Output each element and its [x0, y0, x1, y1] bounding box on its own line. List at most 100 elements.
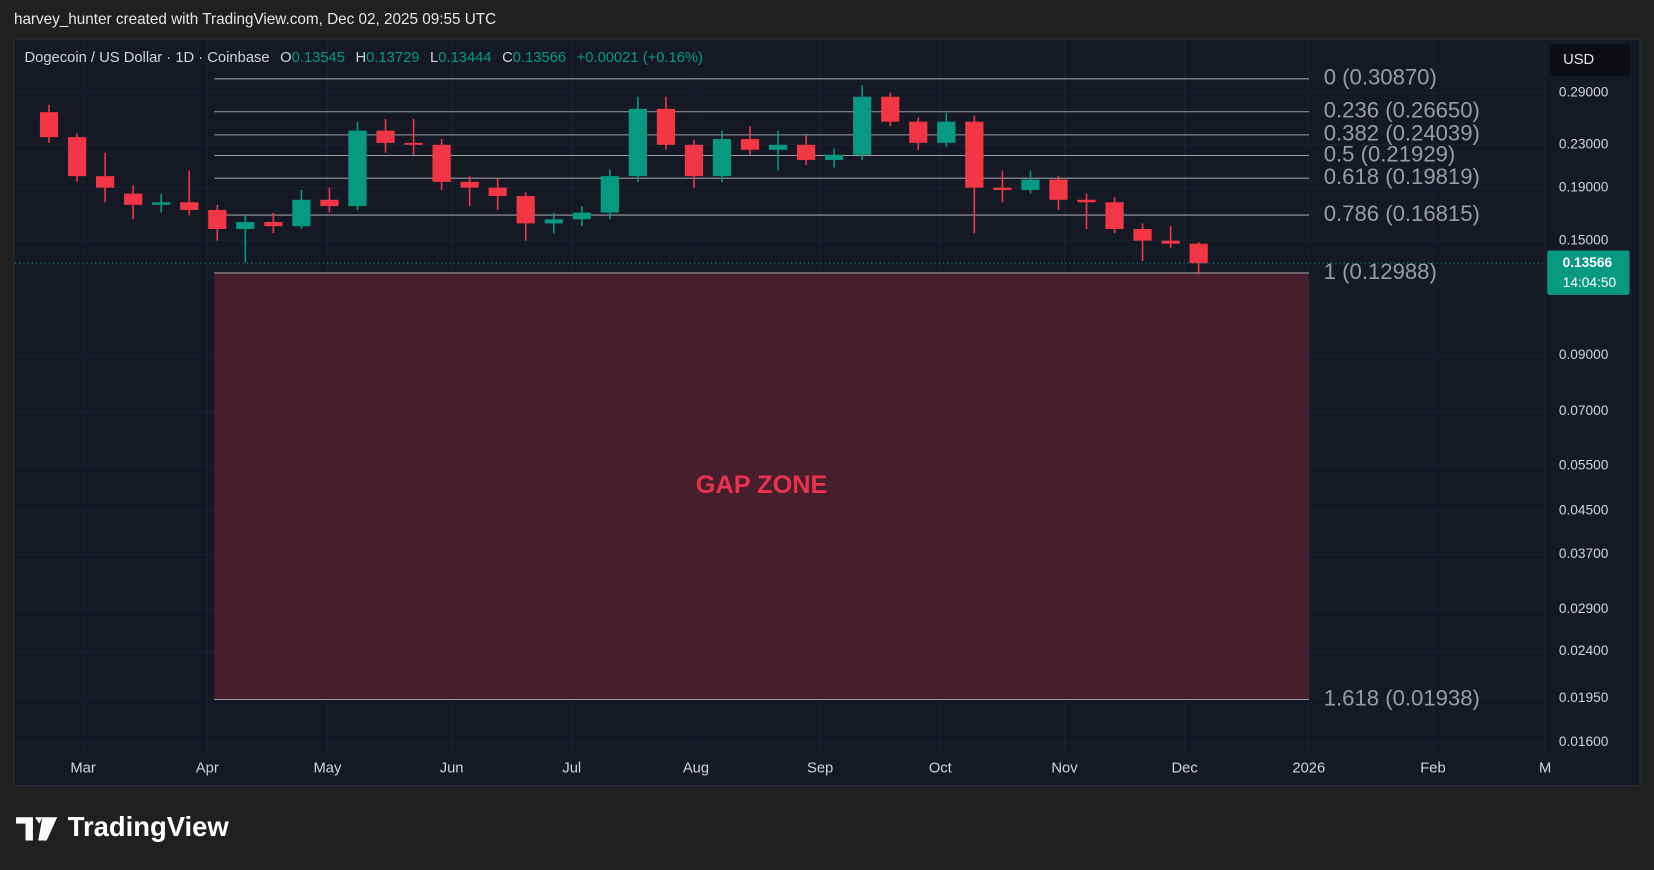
candle-body — [1077, 199, 1096, 203]
x-tick-label: Jul — [562, 761, 581, 777]
candle-body — [544, 219, 563, 224]
candle-body — [768, 144, 788, 150]
candle-body — [208, 209, 227, 230]
x-tick-label: May — [314, 761, 342, 777]
fib-label: 0.786 (0.16815) — [1324, 201, 1480, 226]
x-tick-label: Nov — [1051, 761, 1078, 777]
y-tick-label: 0.04500 — [1559, 502, 1609, 517]
candle-body — [292, 199, 311, 227]
candle-body — [656, 108, 676, 145]
ohlc-key: L — [430, 50, 438, 66]
x-tick-label: Dec — [1172, 761, 1198, 777]
candle-body — [460, 181, 479, 188]
gap-zone — [214, 272, 1309, 700]
candle-body — [628, 108, 647, 177]
change: +0.00021 (+0.16%) — [577, 50, 703, 66]
countdown: 14:04:50 — [1563, 275, 1617, 290]
candle-body — [572, 212, 591, 220]
ohlc-key: C — [502, 50, 513, 66]
attribution: harvey_hunter created with TradingView.c… — [14, 11, 496, 28]
candle-body — [152, 202, 171, 205]
symbol-legend: Dogecoin / US Dollar · 1D · Coinbase O0.1… — [24, 50, 702, 66]
candle-body — [965, 121, 984, 188]
y-tick-label: 0.29000 — [1559, 84, 1609, 99]
candle-body — [1105, 202, 1124, 230]
price-tag-label: 0.13566 — [1563, 255, 1613, 270]
ohlc-value: 0.13566 — [513, 50, 566, 66]
fib-label: 0.382 (0.24039) — [1324, 121, 1480, 146]
price-tag — [1547, 250, 1630, 295]
candle-body — [404, 142, 423, 145]
y-tick-label: 0.05500 — [1559, 457, 1609, 472]
candle-body — [796, 144, 816, 160]
ohlc-value: 0.13545 — [292, 50, 345, 66]
candle-body — [488, 187, 507, 197]
y-tick-label: 0.15000 — [1559, 232, 1609, 247]
candle-body — [320, 199, 339, 207]
y-tick-label: 0.01600 — [1559, 734, 1609, 749]
candle-body — [1161, 240, 1180, 244]
candle-body — [1049, 179, 1068, 200]
candle-body — [236, 222, 255, 230]
y-tick-label: 0.02900 — [1559, 601, 1609, 616]
candle-body — [67, 137, 87, 177]
candle-body — [264, 222, 283, 227]
x-tick-label: Jun — [440, 761, 464, 777]
fib-label: 0.618 (0.19819) — [1324, 164, 1480, 189]
zone-label: GAP ZONE — [696, 471, 828, 499]
candle-body — [712, 139, 732, 177]
x-tick-label: Aug — [683, 761, 709, 777]
x-tick-label: 2026 — [1292, 761, 1325, 777]
x-tick-label: Mar — [70, 761, 95, 777]
x-tick-label: Apr — [196, 761, 219, 777]
candle-body — [740, 139, 760, 150]
currency: USD — [1563, 52, 1594, 68]
candle-body — [909, 121, 928, 143]
candle-body — [853, 96, 872, 155]
candle-body — [39, 112, 59, 138]
fib-label: 0.5 (0.21929) — [1324, 141, 1456, 166]
x-tick-label: Feb — [1420, 761, 1445, 777]
symbol: Dogecoin / US Dollar · 1D · Coinbase — [24, 50, 269, 66]
x-tick-label: M — [1539, 761, 1551, 777]
logo-icon — [16, 817, 58, 841]
candle-body — [432, 144, 451, 182]
candle-body — [1133, 229, 1152, 241]
fib-label: 0 (0.30870) — [1324, 65, 1437, 90]
y-tick-label: 0.03700 — [1559, 546, 1609, 561]
candle-body — [684, 144, 704, 177]
ohlc-key: H — [356, 50, 367, 66]
fib-label: 0.236 (0.26650) — [1324, 98, 1480, 123]
ohlc-key: O — [280, 50, 291, 66]
candle-body — [376, 130, 395, 143]
candle-body — [993, 187, 1012, 191]
candle-body — [516, 196, 535, 224]
x-tick-label: Sep — [807, 761, 833, 777]
y-tick-label: 0.09000 — [1559, 347, 1609, 362]
y-tick-label: 0.01950 — [1559, 690, 1609, 705]
candle-body — [881, 96, 900, 122]
y-tick-label: 0.23000 — [1559, 136, 1609, 151]
candle-body — [96, 176, 115, 188]
y-tick-label: 0.19000 — [1559, 179, 1609, 194]
ohlc-value: 0.13444 — [438, 50, 491, 66]
logo: TradingView — [16, 811, 229, 842]
currency-button[interactable] — [1550, 44, 1631, 76]
candle-body — [825, 154, 844, 160]
candle-body — [600, 176, 619, 213]
candle-body — [937, 121, 956, 143]
candle-body — [348, 130, 367, 207]
y-tick-label: 0.07000 — [1559, 403, 1609, 418]
y-tick-label: 0.02400 — [1559, 643, 1609, 658]
fib-label: 1 (0.12988) — [1324, 259, 1437, 284]
candle-body — [180, 202, 199, 210]
candle-body — [124, 193, 143, 205]
candle-body — [1021, 179, 1040, 191]
fib-label: 1.618 (0.01938) — [1324, 685, 1480, 710]
ohlc-value: 0.13729 — [366, 50, 419, 66]
x-tick-label: Oct — [929, 761, 952, 777]
candle-body — [1189, 243, 1208, 264]
logo-text: TradingView — [68, 811, 230, 842]
